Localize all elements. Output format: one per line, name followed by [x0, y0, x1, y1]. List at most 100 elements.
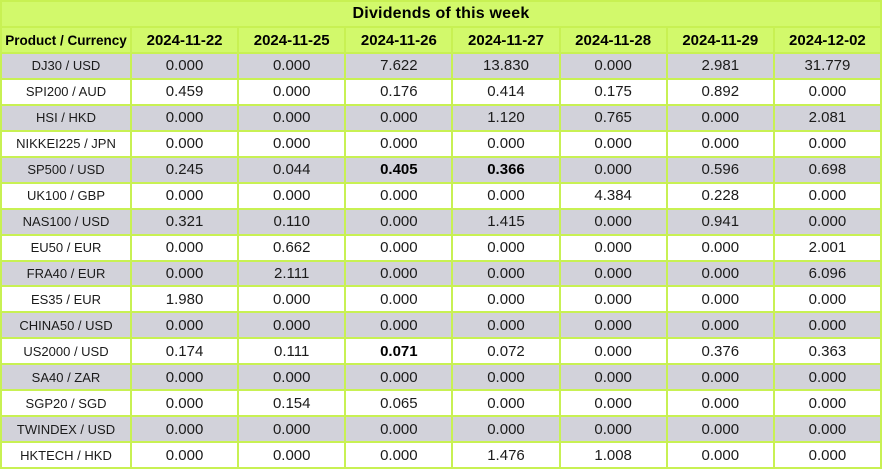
product-cell: NAS100 / USD [0, 207, 132, 236]
dividend-value-cell: 0.000 [772, 441, 882, 469]
dividend-value-cell: 2.001 [772, 233, 882, 262]
dividend-value-cell: 0.000 [665, 259, 775, 288]
dividend-value-cell: 0.000 [558, 285, 668, 314]
product-cell: EU50 / EUR [0, 233, 132, 262]
dividend-value-cell: 0.000 [665, 415, 775, 444]
dividend-value-cell: 0.000 [772, 207, 882, 236]
dividend-value-cell: 0.174 [129, 337, 240, 366]
dividend-value-cell: 0.000 [665, 389, 775, 418]
dividend-value-cell: 0.000 [772, 129, 882, 158]
product-cell: FRA40 / EUR [0, 259, 132, 288]
dividend-value-cell: 0.698 [772, 155, 882, 184]
dividend-value-cell: 0.000 [129, 363, 240, 392]
dividend-value-cell: 0.000 [129, 129, 240, 158]
dividend-value-cell: 0.000 [558, 52, 668, 80]
dividend-value-cell: 0.662 [237, 233, 347, 262]
dividend-value-cell: 0.000 [129, 389, 240, 418]
table-row: UK100 / GBP 0.000 0.000 0.000 0.000 4.384 0.22… [0, 181, 882, 210]
dividend-value-cell: 0.000 [237, 52, 347, 80]
table-row: FRA40 / EUR 0.000 2.111 0.000 0.000 0.000 0.00… [0, 259, 882, 288]
dividend-value-cell: 0.000 [237, 129, 347, 158]
table-row: CHINA50 / USD 0.000 0.000 0.000 0.000 0.000 0.… [0, 311, 882, 340]
product-cell: SP500 / USD [0, 155, 132, 184]
date-column-header: 2024-11-28 [558, 26, 668, 54]
product-cell: ES35 / EUR [0, 285, 132, 314]
dividend-value-cell: 0.363 [772, 337, 882, 366]
dividend-value-cell: 7.622 [344, 52, 454, 80]
dividend-value-cell: 0.000 [129, 181, 240, 210]
dividend-value-cell: 0.000 [451, 415, 561, 444]
dividend-value-cell: 0.000 [558, 259, 668, 288]
dividend-value-cell: 0.000 [665, 363, 775, 392]
dividend-value-cell: 0.000 [558, 233, 668, 262]
dividend-value-cell: 0.941 [665, 207, 775, 236]
dividend-value-cell: 0.000 [344, 129, 454, 158]
dividend-value-cell: 0.000 [344, 441, 454, 469]
dividend-value-cell: 0.000 [129, 52, 240, 80]
dividend-value-cell: 1.415 [451, 207, 561, 236]
dividend-value-cell: 0.000 [237, 285, 347, 314]
dividend-value-cell: 1.980 [129, 285, 240, 314]
dividend-value-cell: 0.000 [237, 77, 347, 106]
dividend-value-cell: 0.000 [344, 207, 454, 236]
dividend-value-cell: 0.000 [558, 311, 668, 340]
dividend-value-cell: 0.175 [558, 77, 668, 106]
date-column-header: 2024-11-26 [344, 26, 454, 54]
dividend-value-cell: 0.000 [451, 233, 561, 262]
dividend-value-cell: 0.000 [558, 155, 668, 184]
dividend-value-cell: 0.000 [344, 259, 454, 288]
dividend-value-cell: 0.000 [665, 441, 775, 469]
dividend-value-cell: 0.111 [237, 337, 347, 366]
dividend-value-cell: 0.000 [451, 129, 561, 158]
table-row: EU50 / EUR 0.000 0.662 0.000 0.000 0.000 0.000… [0, 233, 882, 262]
date-column-header: 2024-12-02 [772, 26, 882, 54]
dividend-value-cell: 0.000 [451, 285, 561, 314]
dividend-value-cell: 0.000 [129, 441, 240, 469]
dividend-value-cell: 4.384 [558, 181, 668, 210]
table-header-row: Product / Currency 2024-11-22 2024-11-25 20… [0, 26, 882, 54]
date-column-header: 2024-11-22 [129, 26, 240, 54]
dividend-value-cell: 0.000 [558, 207, 668, 236]
dividend-value-cell: 2.111 [237, 259, 347, 288]
table-row: DJ30 / USD 0.000 0.000 7.622 13.830 0.000 2.98… [0, 52, 882, 80]
dividend-value-cell: 0.000 [237, 103, 347, 132]
dividend-value-cell: 0.110 [237, 207, 347, 236]
dividend-value-cell: 0.414 [451, 77, 561, 106]
dividend-value-cell: 0.366 [451, 155, 561, 184]
dividend-value-cell: 0.000 [344, 233, 454, 262]
dividend-value-cell: 0.459 [129, 77, 240, 106]
dividend-value-cell: 0.000 [344, 363, 454, 392]
dividend-value-cell: 0.000 [129, 259, 240, 288]
product-cell: SA40 / ZAR [0, 363, 132, 392]
dividend-value-cell: 0.228 [665, 181, 775, 210]
dividend-value-cell: 0.000 [237, 311, 347, 340]
dividend-value-cell: 1.008 [558, 441, 668, 469]
product-cell: HSI / HKD [0, 103, 132, 132]
dividend-value-cell: 0.000 [665, 285, 775, 314]
dividend-value-cell: 0.405 [344, 155, 454, 184]
dividend-value-cell: 0.000 [558, 389, 668, 418]
dividend-value-cell: 0.000 [772, 285, 882, 314]
dividend-value-cell: 0.000 [772, 389, 882, 418]
dividend-value-cell: 0.321 [129, 207, 240, 236]
dividend-value-cell: 0.000 [665, 103, 775, 132]
dividend-value-cell: 0.000 [344, 311, 454, 340]
dividend-value-cell: 13.830 [451, 52, 561, 80]
table-row: SPI200 / AUD 0.459 0.000 0.176 0.414 0.175 0.8… [0, 77, 882, 106]
table-row: HKTECH / HKD 0.000 0.000 0.000 1.476 1.008 0.0… [0, 441, 882, 469]
dividend-value-cell: 0.000 [129, 233, 240, 262]
dividend-value-cell: 0.000 [558, 337, 668, 366]
table-row: ES35 / EUR 1.980 0.000 0.000 0.000 0.000 0.000… [0, 285, 882, 314]
table-row: NIKKEI225 / JPN 0.000 0.000 0.000 0.000 0.000… [0, 129, 882, 158]
product-cell: CHINA50 / USD [0, 311, 132, 340]
dividend-value-cell: 0.154 [237, 389, 347, 418]
dividend-value-cell: 0.000 [237, 415, 347, 444]
dividend-value-cell: 31.779 [772, 52, 882, 80]
dividend-value-cell: 0.000 [772, 311, 882, 340]
dividend-value-cell: 0.071 [344, 337, 454, 366]
dividend-value-cell: 0.000 [772, 77, 882, 106]
dividend-value-cell: 0.000 [665, 129, 775, 158]
dividend-value-cell: 0.000 [129, 103, 240, 132]
